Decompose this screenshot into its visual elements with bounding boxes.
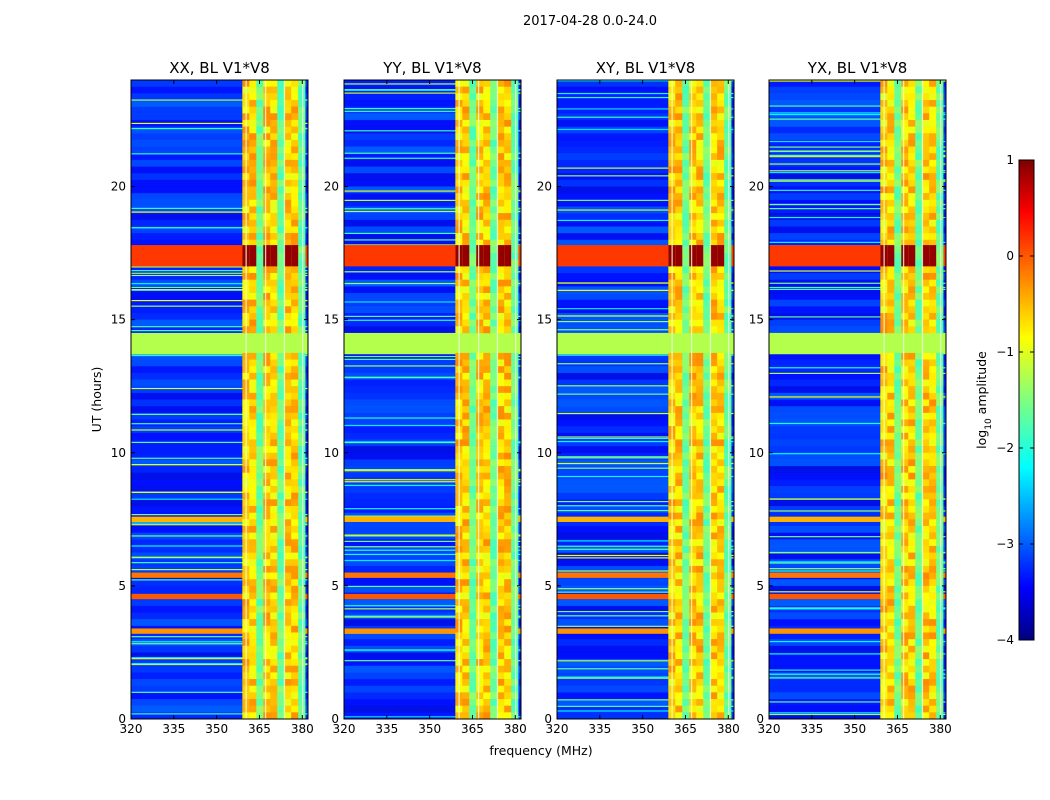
strong-row — [344, 572, 521, 578]
y-tick-label: 15 — [537, 313, 552, 327]
colorbar-tick-label: −3 — [996, 537, 1014, 551]
y-tick-label: 20 — [749, 180, 764, 194]
y-tick-label: 15 — [324, 313, 339, 327]
x-tick-label: 380 — [929, 722, 952, 736]
panel-title: YX, BL V1*V8 — [807, 59, 908, 77]
x-tick-label: 350 — [205, 722, 228, 736]
blank-row — [131, 332, 308, 355]
strong-row — [769, 593, 946, 600]
colorbar-gradient — [1018, 159, 1035, 641]
heatmap-cells — [344, 80, 521, 720]
panel-xx: XX, BL V1*V8 320 335 350 365 380 0 5 10 15 20 UT (h… — [89, 59, 314, 736]
bright-band — [668, 80, 732, 720]
panel-title: XY, BL V1*V8 — [596, 59, 696, 77]
y-tick-label: 10 — [111, 446, 126, 460]
panels: XX, BL V1*V8 320 335 350 365 380 0 5 10 15 20 UT (h… — [89, 59, 952, 758]
x-tick-label: 350 — [631, 722, 654, 736]
x-tick-label: 365 — [248, 722, 271, 736]
panel-title: YY, BL V1*V8 — [382, 59, 481, 77]
heatmap-cells — [131, 80, 308, 720]
y-tick-label: 20 — [537, 180, 552, 194]
panel-yy: YY, BL V1*V8 320 335 350 365 380 0 5 10 15 20 frequ… — [324, 59, 593, 758]
x-tick-label: 350 — [418, 722, 441, 736]
x-tick-label: 365 — [674, 722, 697, 736]
strong-row — [557, 572, 734, 578]
x-tick-label: 335 — [375, 722, 398, 736]
strong-row — [344, 516, 521, 522]
colorbar-label: log10 amplitude — [974, 351, 994, 449]
strong-row — [344, 593, 521, 600]
y-tick-label: 0 — [331, 712, 339, 726]
y-tick-label: 20 — [324, 180, 339, 194]
strong-row — [769, 628, 946, 634]
bright-band — [242, 80, 306, 720]
x-tick-label: 365 — [461, 722, 484, 736]
x-tick-label: 320 — [758, 722, 781, 736]
strong-row — [769, 572, 946, 578]
plot-frame — [768, 79, 947, 720]
y-tick-label: 0 — [756, 712, 764, 726]
strong-row — [131, 516, 308, 522]
blank-row — [557, 332, 734, 355]
strong-row — [557, 593, 734, 600]
colorbar-tick-label: −1 — [996, 345, 1014, 359]
figure-title: 2017-04-28 0.0-24.0 — [523, 14, 657, 29]
panel-yx: YX, BL V1*V8 320 335 350 365 380 0 5 10 15 20 — [749, 59, 952, 736]
strong-row — [131, 572, 308, 578]
x-tick-label: 335 — [588, 722, 611, 736]
y-tick-label: 10 — [324, 446, 339, 460]
blank-row — [769, 332, 946, 355]
strong-row — [769, 516, 946, 522]
strong-row — [131, 628, 308, 634]
y-tick-label: 15 — [749, 313, 764, 327]
y-tick-label: 5 — [118, 579, 126, 593]
colorbar-tick-label: −4 — [996, 633, 1014, 647]
colorbar-tick-label: −2 — [996, 441, 1014, 455]
strong-row — [131, 593, 308, 600]
panel-title: XX, BL V1*V8 — [169, 59, 270, 77]
strong-row — [557, 628, 734, 634]
plot-frame — [556, 79, 735, 720]
plot-frame — [130, 79, 309, 720]
x-tick-label: 320 — [333, 722, 356, 736]
y-tick-label: 0 — [544, 712, 552, 726]
x-axis-label: frequency (MHz) — [489, 743, 592, 758]
x-tick-label: 320 — [546, 722, 569, 736]
heatmap-cells — [769, 80, 946, 720]
panel-xy: XY, BL V1*V8 320 335 350 365 380 0 5 10 15 20 — [537, 59, 740, 736]
x-tick-label: 380 — [717, 722, 740, 736]
x-tick-label: 350 — [843, 722, 866, 736]
x-tick-label: 335 — [800, 722, 823, 736]
y-tick-label: 5 — [756, 579, 764, 593]
colorbar: 1 0 −1 −2 −3 −4 log10 amplitude — [974, 153, 1035, 647]
y-tick-label: 10 — [537, 446, 552, 460]
heatmap-cells — [557, 80, 734, 720]
y-tick-label: 15 — [111, 313, 126, 327]
colorbar-tick-label: 0 — [1006, 249, 1014, 263]
y-tick-label: 20 — [111, 180, 126, 194]
bright-band — [880, 80, 944, 720]
blank-row — [344, 332, 521, 355]
x-tick-label: 380 — [291, 722, 314, 736]
x-tick-label: 365 — [886, 722, 909, 736]
strong-row — [557, 516, 734, 522]
x-tick-label: 335 — [162, 722, 185, 736]
colorbar-tick-label: 1 — [1006, 153, 1014, 167]
y-tick-label: 5 — [544, 579, 552, 593]
strong-row — [344, 628, 521, 634]
y-tick-label: 0 — [118, 712, 126, 726]
x-tick-label: 320 — [120, 722, 143, 736]
plot-frame — [343, 79, 522, 720]
x-tick-label: 380 — [504, 722, 527, 736]
y-tick-label: 5 — [331, 579, 339, 593]
y-axis-label: UT (hours) — [89, 367, 104, 433]
bright-band — [455, 80, 519, 720]
y-tick-label: 10 — [749, 446, 764, 460]
